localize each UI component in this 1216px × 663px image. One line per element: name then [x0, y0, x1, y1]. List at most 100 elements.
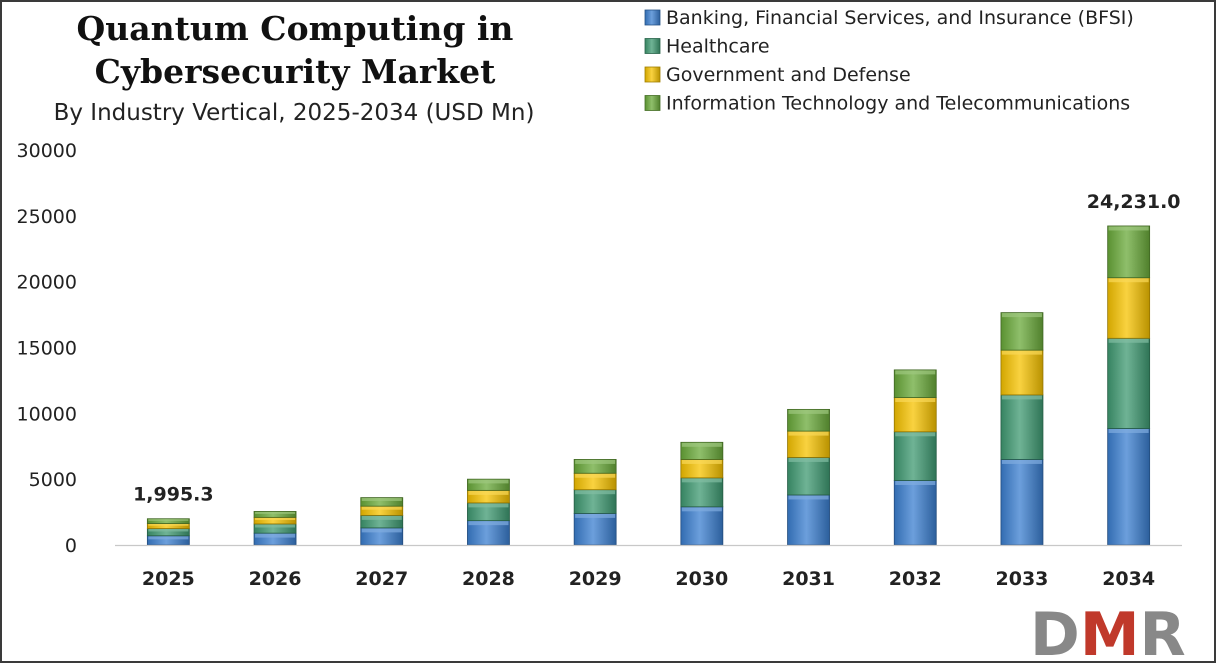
bar-segment-bevel	[148, 519, 189, 521]
bar-segment-bevel	[681, 459, 722, 464]
bar-segment-body	[1107, 337, 1151, 429]
legend-label: Banking, Financial Services, and Insuran…	[666, 7, 1134, 29]
x-tick-label: 2027	[355, 568, 408, 590]
y-tick-label: 15000	[17, 338, 77, 360]
bar-segment	[893, 431, 937, 481]
bar-segment-body	[360, 497, 404, 507]
bar-segment-body	[146, 518, 190, 524]
x-axis: 2025 2026 2027 2028 2029 2030 2031 2032 2033 2034	[115, 544, 1182, 590]
bar-segment-body	[467, 478, 510, 491]
bar-segment	[893, 369, 937, 398]
legend-item: Banking, Financial Services, and Insuran…	[644, 7, 1134, 29]
bar-segment-body	[253, 511, 297, 518]
bar-segment-bevel	[1108, 226, 1149, 231]
y-tick-label: 20000	[17, 272, 77, 294]
bar-segment	[146, 528, 190, 537]
x-tick-label: 2032	[889, 568, 942, 590]
logo-letter-m: M	[1080, 600, 1140, 663]
bar-segment	[787, 408, 830, 432]
bar-segment-bevel	[1108, 338, 1149, 343]
bar-segment-bevel	[575, 459, 616, 464]
bar-segment-bevel	[681, 478, 722, 483]
logo-letter-r: R	[1140, 600, 1186, 663]
title-line-1: Quantum Computing in	[77, 9, 514, 48]
bar-segment	[573, 472, 617, 491]
chart-title: Quantum Computing in Cybersecurity Marke…	[77, 9, 514, 91]
logo-text: DMR	[1030, 600, 1186, 663]
bar-segment	[680, 459, 724, 479]
bar-segment-body	[1000, 394, 1044, 460]
bar-segment	[253, 532, 297, 546]
data-labels: 1,995.3 24,231.0	[133, 191, 1180, 506]
bar-segment-body	[680, 477, 724, 508]
bar-segment	[253, 511, 297, 518]
bar-segment	[467, 502, 510, 522]
bars	[146, 225, 1151, 546]
legend-item: Information Technology and Telecommunica…	[644, 93, 1130, 115]
y-tick-label: 5000	[29, 469, 77, 491]
bar-segment-bevel	[895, 432, 936, 437]
data-label: 1,995.3	[133, 484, 214, 506]
bar-segment-bevel	[681, 507, 722, 512]
bar-segment	[1000, 312, 1044, 351]
y-tick-label: 25000	[17, 206, 77, 228]
bar-segment-body	[1000, 312, 1044, 351]
bar-segment-body	[1107, 428, 1151, 546]
bar-segment	[787, 494, 830, 546]
bar-segment-bevel	[148, 524, 189, 526]
bar-segment-bevel	[255, 533, 296, 538]
bar-segment-body	[1000, 459, 1044, 546]
x-tick-label: 2029	[569, 568, 622, 590]
bar-segment-bevel	[255, 524, 296, 528]
bar-segment-body	[893, 397, 937, 433]
bar-segment-bevel	[895, 480, 936, 485]
bar-segment	[360, 505, 404, 516]
bar-segment	[1107, 277, 1151, 339]
y-tick-label: 10000	[17, 403, 77, 425]
bar-segment-bevel	[575, 473, 616, 478]
bar-segment-bevel	[788, 495, 829, 500]
bar-segment	[253, 516, 297, 525]
legend-label: Information Technology and Telecommunica…	[666, 93, 1130, 115]
bar-segment-bevel	[1001, 395, 1042, 400]
bar-segment	[253, 523, 297, 534]
bar-segment-bevel	[1001, 459, 1042, 464]
chart-subtitle: By Industry Vertical, 2025-2034 (USD Mn)	[54, 100, 535, 126]
bar-segment	[467, 478, 510, 491]
bar-segment-body	[573, 513, 617, 546]
bar-segment-body	[893, 369, 937, 398]
bar-segment	[146, 518, 190, 524]
bar-segment	[573, 489, 617, 514]
legend-swatch	[644, 38, 661, 54]
bar-segment-bevel	[895, 370, 936, 375]
bar-segment	[893, 480, 937, 546]
bar-segment-bevel	[148, 536, 189, 540]
bar-segment	[1107, 337, 1151, 429]
bar-segment-bevel	[361, 528, 402, 533]
bar-segment	[1107, 225, 1151, 279]
bar-segment-body	[1107, 277, 1151, 339]
title-line-2: Cybersecurity Market	[95, 52, 497, 91]
bar-segment	[787, 457, 830, 496]
bar-segment-bevel	[1001, 350, 1042, 355]
x-tick-label: 2025	[142, 568, 195, 590]
bar-segment-bevel	[1001, 313, 1042, 318]
x-tick-label: 2033	[996, 568, 1049, 590]
x-tick-label: 2030	[675, 568, 728, 590]
bar-segment-body	[893, 431, 937, 481]
bar-segment	[146, 523, 190, 529]
y-tick-label: 30000	[17, 140, 77, 162]
bar-segment	[893, 397, 937, 433]
bar-segment	[787, 430, 830, 458]
bar-segment	[1000, 459, 1044, 546]
x-tick-label: 2026	[249, 568, 302, 590]
bar-segment	[467, 520, 510, 546]
bar-segment-body	[787, 457, 830, 496]
bar-segment	[360, 527, 404, 546]
x-tick-label: 2034	[1102, 568, 1155, 590]
bar-segment-body	[787, 494, 830, 546]
bar-segment-bevel	[575, 513, 616, 518]
bar-segment	[573, 513, 617, 546]
logo-letter-d: D	[1030, 600, 1080, 663]
bar-segment	[1000, 349, 1044, 396]
